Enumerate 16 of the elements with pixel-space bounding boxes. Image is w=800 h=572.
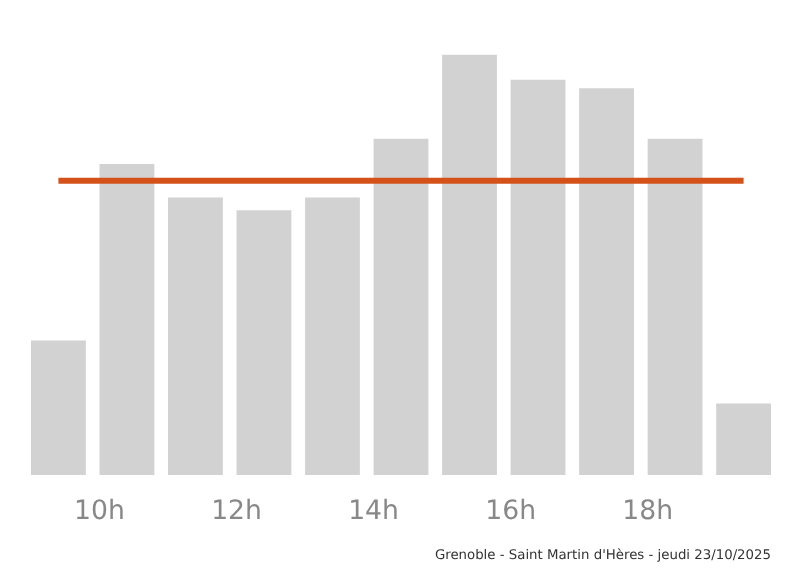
bar xyxy=(716,403,771,475)
bar xyxy=(305,197,360,475)
bar xyxy=(168,197,223,475)
x-tick-label: 16h xyxy=(485,497,537,527)
bar xyxy=(510,79,566,475)
bar xyxy=(579,88,634,475)
x-tick-label: 12h xyxy=(211,497,262,527)
x-tick-label: 10h xyxy=(74,497,125,527)
bar xyxy=(373,138,429,475)
x-tick-label: 14h xyxy=(348,497,400,527)
bar xyxy=(442,54,497,475)
x-tick-label: 18h xyxy=(622,497,674,527)
bar xyxy=(236,210,292,475)
bar xyxy=(31,340,86,475)
bar xyxy=(647,138,703,475)
bar xyxy=(99,163,155,475)
